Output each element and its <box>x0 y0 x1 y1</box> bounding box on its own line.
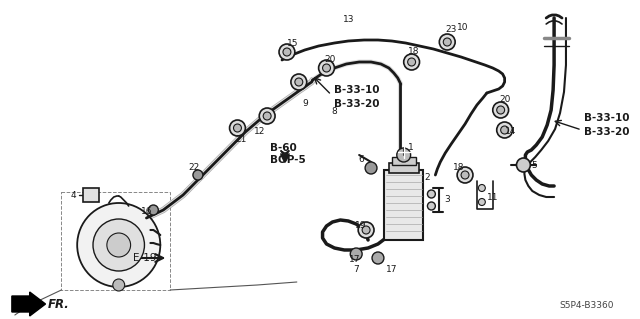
Text: 23: 23 <box>445 26 457 34</box>
Text: 17: 17 <box>386 265 397 275</box>
Circle shape <box>148 205 158 215</box>
Polygon shape <box>12 292 45 316</box>
Bar <box>83 188 99 202</box>
Circle shape <box>365 162 377 174</box>
Text: 7: 7 <box>353 265 359 275</box>
Text: E-19: E-19 <box>133 253 156 263</box>
Bar <box>61 192 170 290</box>
Bar <box>392 157 415 165</box>
Circle shape <box>193 170 203 180</box>
Text: 4: 4 <box>70 191 76 201</box>
Circle shape <box>497 122 513 138</box>
Circle shape <box>77 203 160 287</box>
Circle shape <box>234 124 241 132</box>
Circle shape <box>283 48 291 56</box>
Circle shape <box>295 78 303 86</box>
Circle shape <box>263 112 271 120</box>
Text: 3: 3 <box>444 196 450 204</box>
Circle shape <box>428 202 435 210</box>
Text: 22: 22 <box>188 164 200 173</box>
Text: 13: 13 <box>342 16 354 25</box>
Text: B-33-20: B-33-20 <box>584 127 629 137</box>
Circle shape <box>259 108 275 124</box>
Bar <box>384 170 424 240</box>
Text: 20: 20 <box>499 95 510 105</box>
Text: 20: 20 <box>324 56 336 64</box>
Text: 16: 16 <box>141 207 152 217</box>
Text: S5P4-B3360: S5P4-B3360 <box>559 301 614 310</box>
Circle shape <box>439 34 455 50</box>
Circle shape <box>372 252 384 264</box>
Text: 10: 10 <box>458 24 469 33</box>
Circle shape <box>408 58 415 66</box>
Circle shape <box>404 54 420 70</box>
Text: B-60: B-60 <box>270 143 297 153</box>
Circle shape <box>444 38 451 46</box>
Text: 5: 5 <box>531 160 537 169</box>
Circle shape <box>500 126 509 134</box>
Text: 17: 17 <box>348 256 360 264</box>
Circle shape <box>230 120 245 136</box>
Circle shape <box>358 222 374 238</box>
Bar <box>389 163 419 173</box>
Text: 21: 21 <box>236 136 247 145</box>
Text: B-33-10: B-33-10 <box>335 85 380 95</box>
Circle shape <box>493 102 509 118</box>
Circle shape <box>319 60 335 76</box>
Circle shape <box>479 198 485 205</box>
Text: FR.: FR. <box>47 298 69 310</box>
Text: 19: 19 <box>355 221 367 231</box>
Text: 11: 11 <box>487 194 499 203</box>
Text: 18: 18 <box>453 164 465 173</box>
Circle shape <box>350 248 362 260</box>
Text: 18: 18 <box>408 48 419 56</box>
Text: B-33-20: B-33-20 <box>335 99 380 109</box>
Circle shape <box>323 64 330 72</box>
Circle shape <box>291 74 307 90</box>
Circle shape <box>279 44 295 60</box>
Circle shape <box>516 158 531 172</box>
Circle shape <box>113 279 125 291</box>
Text: 8: 8 <box>332 108 337 116</box>
Text: B-33-10: B-33-10 <box>584 113 629 123</box>
Circle shape <box>479 184 485 191</box>
Text: 15: 15 <box>287 40 299 48</box>
Circle shape <box>461 171 469 179</box>
Text: BOP-5: BOP-5 <box>270 155 306 165</box>
Text: 2: 2 <box>424 174 430 182</box>
Circle shape <box>497 106 504 114</box>
Text: 1: 1 <box>408 144 413 152</box>
Circle shape <box>362 226 370 234</box>
Text: 12: 12 <box>253 128 265 137</box>
Circle shape <box>457 167 473 183</box>
Circle shape <box>93 219 145 271</box>
Circle shape <box>397 148 411 162</box>
Text: 14: 14 <box>505 128 516 137</box>
Text: 9: 9 <box>302 100 308 108</box>
Circle shape <box>428 190 435 198</box>
Text: 6: 6 <box>358 155 364 165</box>
Circle shape <box>107 233 131 257</box>
